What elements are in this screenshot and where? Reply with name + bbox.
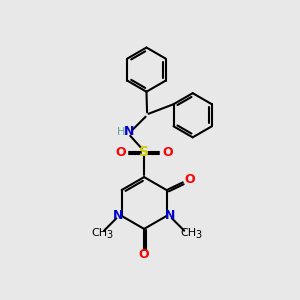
Text: O: O (115, 146, 126, 159)
Text: O: O (139, 248, 149, 261)
Text: O: O (184, 173, 195, 186)
Text: S: S (139, 145, 149, 159)
Text: N: N (165, 209, 175, 223)
Text: 3: 3 (106, 230, 112, 240)
Text: O: O (162, 146, 173, 159)
Text: CH: CH (181, 228, 197, 238)
Text: N: N (113, 209, 123, 223)
Text: N: N (124, 125, 135, 138)
Text: 3: 3 (195, 230, 201, 240)
Text: CH: CH (92, 228, 108, 238)
Text: H: H (117, 127, 126, 137)
